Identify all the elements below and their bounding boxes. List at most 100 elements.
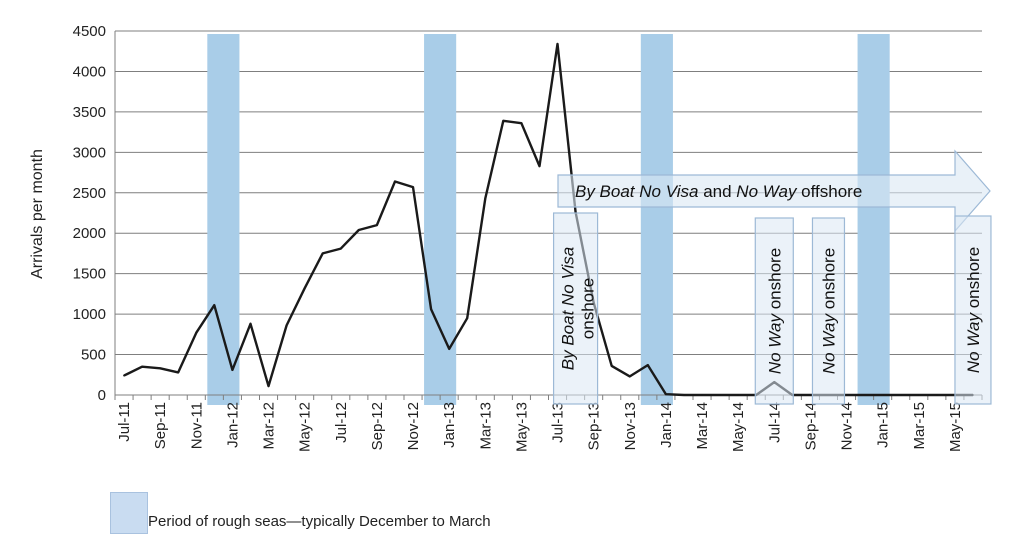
gridlines xyxy=(115,30,982,356)
x-tick-label: May-15 xyxy=(947,402,964,452)
data-point xyxy=(610,364,613,367)
offshore-arrow-label: By Boat No Visa and No Way offshore xyxy=(575,182,862,201)
y-tick-label: 3500 xyxy=(73,104,106,121)
data-point xyxy=(213,304,216,307)
x-tick-label: May-14 xyxy=(730,402,747,452)
y-axis-label: Arrivals per month xyxy=(29,149,46,279)
y-tick-label: 3000 xyxy=(73,144,106,161)
data-point xyxy=(538,165,541,167)
onshore-box-label: No Way onshore xyxy=(765,248,784,374)
data-point xyxy=(249,322,252,325)
data-point xyxy=(195,331,198,334)
x-tick-label: Jan-15 xyxy=(875,402,892,448)
onshore-box xyxy=(954,215,992,405)
legend-label: Period of rough seas—typically December … xyxy=(148,513,491,530)
data-point xyxy=(141,365,143,368)
onshore-box-label: No Way onshore xyxy=(964,247,983,373)
onshore-box-label: By Boat No Visaonshore xyxy=(559,247,598,370)
data-point xyxy=(267,385,270,388)
x-tick-label: Sep-14 xyxy=(802,402,819,450)
onshore-box xyxy=(754,217,794,405)
data-point xyxy=(881,394,884,396)
data-point xyxy=(466,317,469,320)
data-point xyxy=(394,180,396,183)
onshore-annotation-box: By Boat No Visaonshore xyxy=(552,212,599,405)
x-tick-label: Jan-13 xyxy=(441,402,458,448)
y-tick-label: 500 xyxy=(81,347,106,364)
offshore-arrow xyxy=(557,149,991,233)
data-point xyxy=(845,394,848,396)
y-tick-label: 4500 xyxy=(73,23,106,40)
x-tick-label: Jul-14 xyxy=(766,402,783,443)
data-point xyxy=(123,374,125,377)
onshore-annotation-box: No Way onshore xyxy=(811,217,846,405)
data-point xyxy=(177,371,180,374)
legend-swatch xyxy=(110,492,148,534)
onshore-box xyxy=(552,212,599,405)
data-point xyxy=(159,367,162,370)
x-tick-label: Sep-12 xyxy=(369,402,386,450)
arrivals-series xyxy=(123,42,974,397)
data-point xyxy=(484,197,487,200)
data-point xyxy=(357,229,360,231)
data-point xyxy=(665,393,667,396)
x-tick-label: Nov-12 xyxy=(405,402,422,450)
y-tick-label: 0 xyxy=(98,387,106,404)
data-point xyxy=(321,252,324,255)
axes: 0 500 1000 1500 2000 2500 3000 3500 4000 4500 Jul-… xyxy=(73,23,983,452)
rough-seas-band xyxy=(640,34,673,405)
data-point xyxy=(863,394,866,396)
x-tick-label: Mar-12 xyxy=(261,402,278,450)
data-point xyxy=(502,119,505,122)
y-tick-label: 1000 xyxy=(73,306,106,323)
data-point xyxy=(917,394,920,396)
data-point xyxy=(303,287,306,290)
y-tick-label: 4000 xyxy=(73,63,106,80)
rough-seas-bands xyxy=(207,34,890,405)
onshore-annotation-box: No Way onshore xyxy=(754,217,794,405)
x-tick-label: Jan-12 xyxy=(224,402,241,448)
rough-seas-band xyxy=(857,34,890,405)
data-point xyxy=(430,308,432,311)
rough-seas-band xyxy=(207,34,240,405)
data-point xyxy=(719,394,721,396)
onshore-box-label: No Way onshore xyxy=(819,248,838,374)
data-point xyxy=(556,43,559,45)
data-point xyxy=(520,122,523,125)
x-tick-label: Mar-14 xyxy=(694,402,711,450)
data-point xyxy=(628,375,631,378)
y-tick-label: 1500 xyxy=(73,266,106,283)
x-tick-label: Jan-14 xyxy=(658,402,675,448)
x-tick-label: Nov-11 xyxy=(188,402,205,449)
y-tick-label: 2000 xyxy=(73,225,106,242)
data-point xyxy=(339,247,342,250)
data-point xyxy=(683,394,685,396)
onshore-annotation-box: No Way onshore xyxy=(954,215,992,405)
x-tick-label: Jul-13 xyxy=(550,402,567,443)
data-point xyxy=(935,394,938,396)
data-point xyxy=(285,324,288,327)
onshore-box xyxy=(811,217,846,405)
rough-seas-band xyxy=(424,34,457,405)
x-tick-label: Jul-11 xyxy=(116,402,133,442)
data-point xyxy=(899,394,902,396)
x-tick-label: Mar-15 xyxy=(911,402,928,450)
x-tick-label: Nov-13 xyxy=(622,402,639,450)
data-point xyxy=(646,364,649,366)
x-tick-label: Nov-14 xyxy=(839,402,856,450)
x-tick-label: Jul-12 xyxy=(333,402,350,443)
data-point xyxy=(701,394,703,396)
y-tick-label: 2500 xyxy=(73,185,106,202)
data-point xyxy=(809,394,812,396)
data-point xyxy=(737,394,740,396)
data-point xyxy=(231,369,234,371)
data-point xyxy=(412,186,414,189)
x-tick-label: Sep-13 xyxy=(586,402,603,450)
series-line xyxy=(123,42,973,397)
data-point xyxy=(376,224,378,227)
x-tick-label: Mar-13 xyxy=(477,402,494,450)
x-tick-label: May-12 xyxy=(297,402,314,452)
annotations: By Boat No Visa and No Way offshore By Bo… xyxy=(552,149,992,405)
x-tick-label: Sep-11 xyxy=(152,402,169,449)
